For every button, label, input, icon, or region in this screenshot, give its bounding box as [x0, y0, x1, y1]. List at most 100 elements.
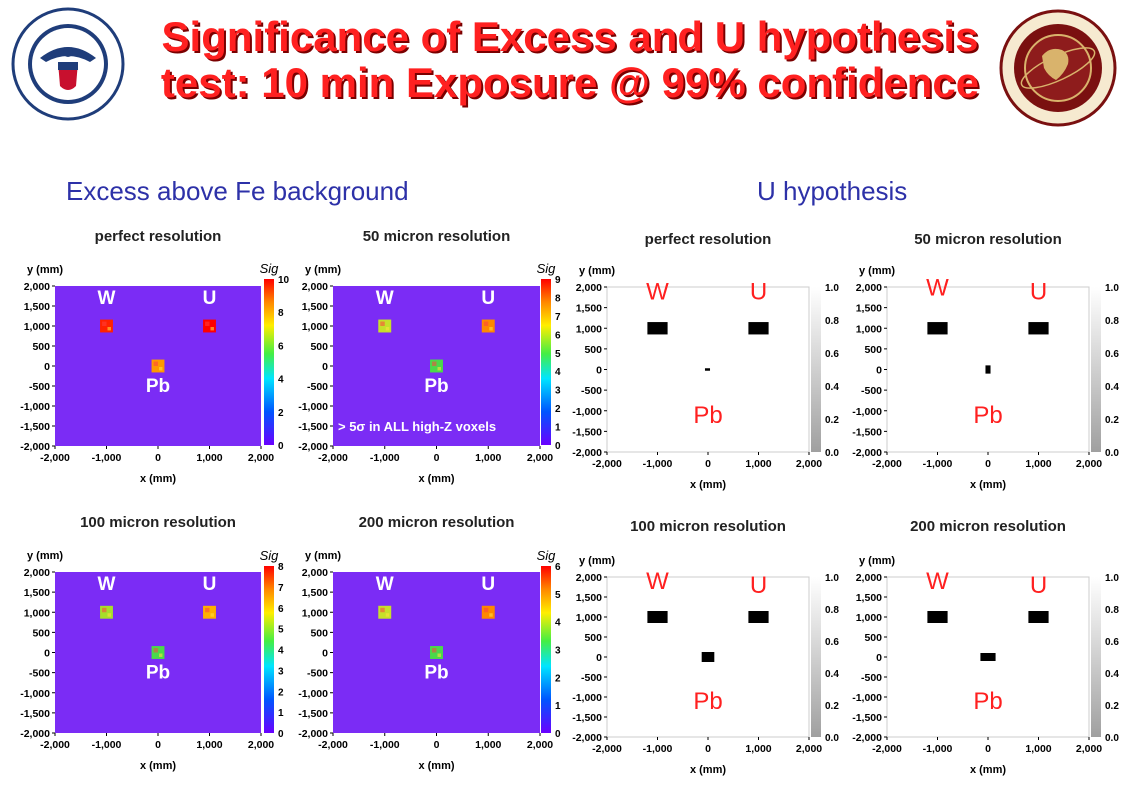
x-axis-label: x (mm) [418, 760, 454, 772]
x-tick-label: 2,000 [796, 458, 822, 470]
y-tick-label: -500 [307, 668, 328, 680]
target-label-u: U [203, 288, 217, 309]
color-bar-tick: 0 [278, 441, 284, 452]
color-bar-tick: 5 [555, 590, 561, 601]
color-bar-tick: 2 [278, 687, 284, 698]
target-label-u: U [481, 574, 495, 595]
y-axis-label: y (mm) [579, 555, 615, 567]
u-hypothesis-voxel [704, 368, 711, 371]
y-tick-label: -500 [307, 381, 328, 393]
target-label-w: W [98, 574, 116, 595]
u-hypothesis-voxel [748, 322, 769, 335]
x-tick-label: -1,000 [92, 739, 122, 751]
y-tick-label: 1,000 [302, 321, 328, 333]
y-tick-label: 2,000 [576, 572, 602, 584]
target-label-u: U [1030, 572, 1047, 599]
target-voxel-detail [107, 327, 111, 331]
color-bar-tick: 6 [555, 330, 561, 341]
x-axis-label: x (mm) [418, 473, 454, 485]
x-tick-label: -2,000 [872, 743, 902, 755]
color-bar-tick: 0.2 [825, 701, 839, 712]
y-tick-label: 0 [876, 652, 882, 664]
y-tick-label: 500 [864, 632, 882, 644]
x-tick-label: 1,000 [475, 452, 501, 464]
color-bar-tick: 0.0 [825, 733, 839, 744]
y-tick-label: 0 [596, 652, 602, 664]
title-line-1: Significance of Excess and U hypothesis [161, 13, 979, 60]
x-tick-label: -1,000 [370, 452, 400, 464]
color-bar-tick: 0.8 [825, 316, 839, 327]
color-bar-tick: 1.0 [1105, 283, 1119, 294]
y-tick-label: -1,500 [852, 426, 882, 438]
x-tick-label: 0 [155, 739, 161, 751]
right-heading: U hypothesis [757, 176, 908, 206]
target-voxel-detail [489, 327, 493, 331]
x-tick-label: 2,000 [248, 739, 274, 751]
x-tick-label: 1,000 [745, 458, 771, 470]
target-voxel-detail [380, 607, 385, 613]
color-bar-tick: 4 [555, 367, 561, 378]
color-bar-tick: 0.2 [1105, 701, 1119, 712]
color-bar-tick: 3 [555, 386, 561, 397]
color-bar-tick: 0 [278, 729, 284, 740]
y-tick-label: -2,000 [20, 441, 50, 453]
y-tick-label: -2,000 [298, 441, 328, 453]
target-label-pb: Pb [973, 402, 1002, 429]
color-bar-tick: 0.4 [825, 382, 839, 393]
color-bar [1091, 287, 1101, 452]
color-bar-tick: 0.8 [825, 605, 839, 616]
x-tick-label: -1,000 [923, 743, 953, 755]
y-axis-label: y (mm) [305, 550, 341, 562]
color-bar-tick: 0 [555, 729, 561, 740]
y-tick-label: 1,500 [856, 592, 882, 604]
target-label-w: W [926, 274, 949, 301]
slide-title: Significance of Excess and U hypothesis … [90, 14, 1050, 106]
y-axis-label: y (mm) [859, 555, 895, 567]
color-bar-tick: 0.6 [1105, 637, 1119, 648]
y-tick-label: 1,500 [856, 303, 882, 315]
x-tick-label: 0 [434, 739, 440, 751]
y-axis-label: y (mm) [579, 265, 615, 277]
color-bar-tick: 9 [555, 275, 561, 286]
y-tick-label: -2,000 [852, 732, 882, 744]
color-bar-tick: 4 [555, 618, 561, 629]
color-bar-tick: 3 [278, 666, 284, 677]
target-label-w: W [376, 288, 394, 309]
x-tick-label: 2,000 [527, 739, 553, 751]
y-tick-label: 500 [584, 632, 602, 644]
color-bar-tick: 8 [278, 562, 284, 573]
y-tick-label: 0 [322, 361, 328, 373]
x-tick-label: 2,000 [527, 452, 553, 464]
x-tick-label: -2,000 [318, 452, 348, 464]
panel-title: 100 micron resolution [80, 514, 236, 531]
x-tick-label: 0 [985, 743, 991, 755]
y-tick-label: 1,500 [302, 587, 328, 599]
target-voxel-detail [153, 648, 158, 653]
x-tick-label: 2,000 [796, 743, 822, 755]
y-tick-label: 1,000 [24, 607, 50, 619]
florida-tech-seal-logo [998, 4, 1118, 132]
color-bar-tick: 3 [555, 646, 561, 657]
panel-title: 200 micron resolution [910, 518, 1066, 535]
color-bar-tick: 1.0 [1105, 573, 1119, 584]
y-tick-label: -500 [861, 385, 882, 397]
y-axis-label: y (mm) [27, 550, 63, 562]
x-tick-label: 0 [705, 743, 711, 755]
x-tick-label: 0 [434, 452, 440, 464]
x-tick-label: -1,000 [643, 458, 673, 470]
x-tick-label: -1,000 [923, 458, 953, 470]
y-tick-label: -500 [581, 672, 602, 684]
panel-title: 50 micron resolution [363, 228, 511, 245]
y-tick-label: -1,000 [298, 688, 328, 700]
x-axis-label: x (mm) [140, 760, 176, 772]
target-voxel-detail [380, 321, 385, 326]
y-tick-label: 2,000 [302, 281, 328, 293]
x-tick-label: 2,000 [1076, 458, 1102, 470]
color-bar [811, 577, 821, 737]
color-bar-tick: 2 [555, 404, 561, 415]
y-tick-label: 1,000 [856, 323, 882, 335]
u-hypothesis-voxel [927, 611, 948, 623]
target-label-pb: Pb [973, 688, 1002, 715]
x-axis-label: x (mm) [140, 473, 176, 485]
target-label-u: U [481, 288, 495, 309]
